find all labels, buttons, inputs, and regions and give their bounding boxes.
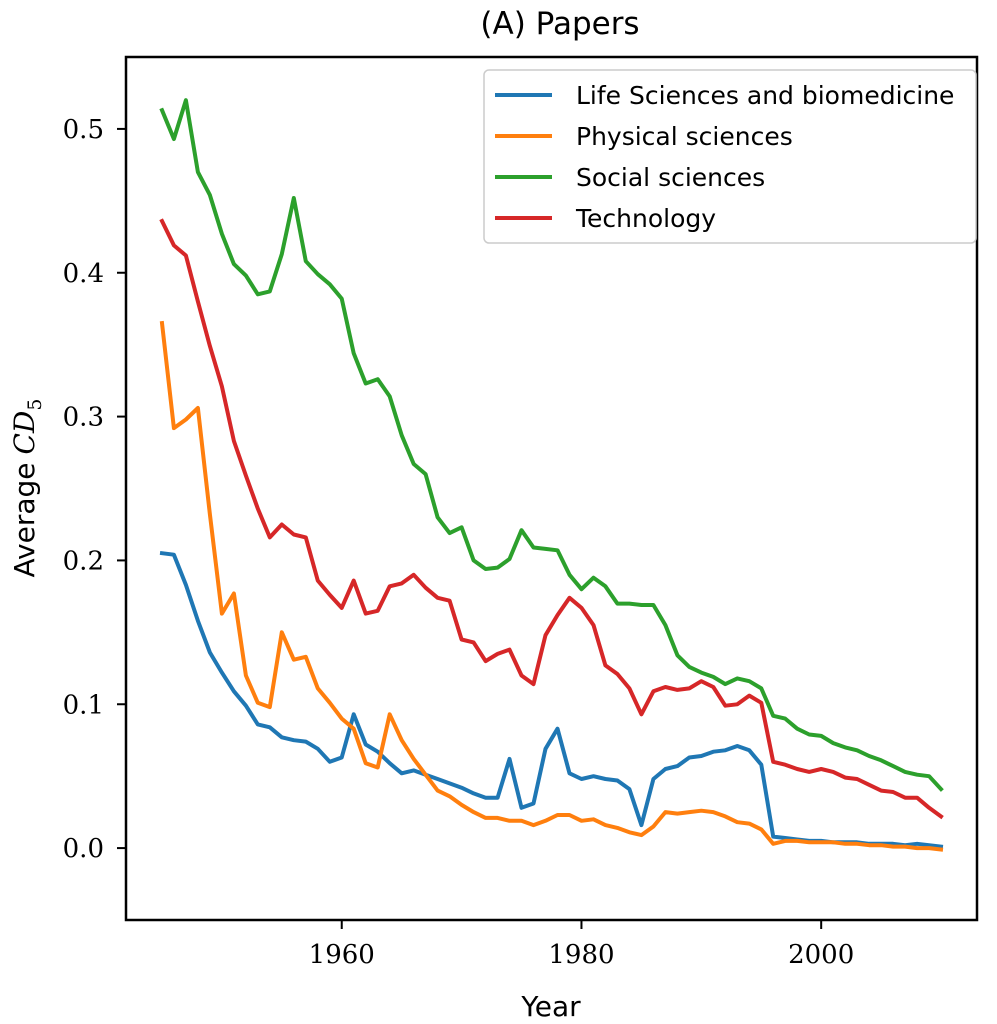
legend: Life Sciences and biomedicine Physical sc… xyxy=(483,69,977,244)
x-tick-label: 2000 xyxy=(788,940,854,970)
y-tick-label: 0.0 xyxy=(63,834,104,864)
y-tick-label: 0.4 xyxy=(63,259,104,289)
series-line-4 xyxy=(159,218,944,820)
y-axis-label: Average CD5 xyxy=(8,399,46,578)
x-tick-label: 1960 xyxy=(309,940,375,970)
series-line-1 xyxy=(159,550,944,849)
legend-label-4: Technology xyxy=(575,204,716,233)
y-tick-label: 0.3 xyxy=(63,403,104,433)
y-axis-label-subscript: 5 xyxy=(24,399,46,411)
legend-box xyxy=(483,69,977,244)
series-line-2 xyxy=(159,320,944,852)
series-line-3 xyxy=(159,98,944,792)
chart-title: (A) Papers xyxy=(480,6,639,42)
y-axis-label-variable: CD xyxy=(8,411,41,455)
y-tick-label: 0.1 xyxy=(63,690,104,720)
plot-frame xyxy=(124,55,979,922)
legend-label-3: Social sciences xyxy=(576,163,765,192)
x-axis: 1960 1980 2000 xyxy=(309,920,854,970)
y-tick-label: 0.5 xyxy=(63,115,104,145)
x-axis-label: Year xyxy=(520,990,581,1023)
y-axis: 0.0 0.1 0.2 0.3 0.4 0.5 xyxy=(63,115,126,864)
legend-label-2: Physical sciences xyxy=(576,122,793,151)
y-axis-label-prefix: Average xyxy=(8,462,41,577)
x-tick-label: 1980 xyxy=(548,940,614,970)
legend-label-1: Life Sciences and biomedicine xyxy=(576,81,954,110)
y-tick-label: 0.2 xyxy=(63,546,104,576)
plot-area xyxy=(159,98,944,852)
